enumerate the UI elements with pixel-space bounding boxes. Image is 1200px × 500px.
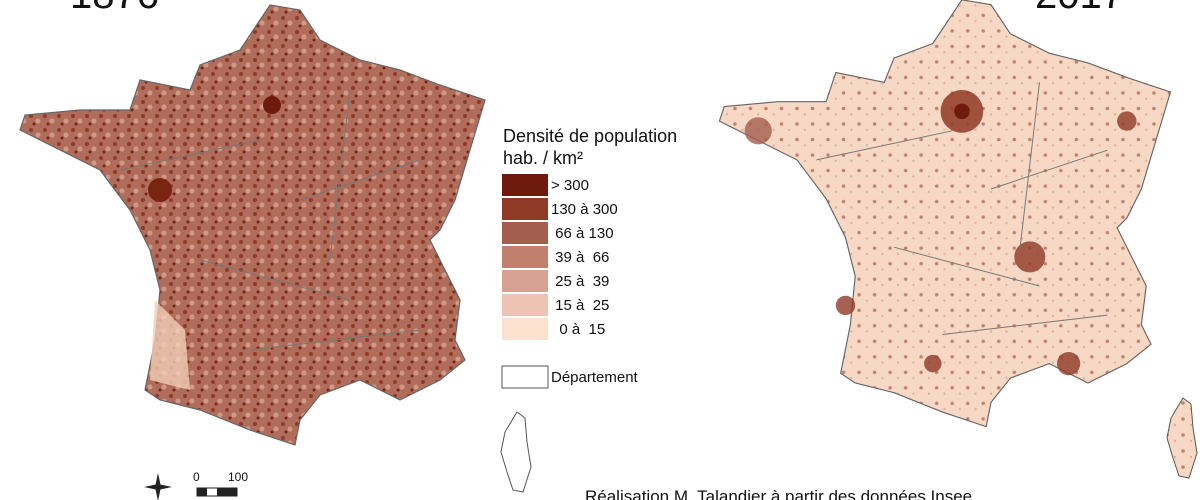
map-2017 [718, 0, 1172, 428]
scale-bar: 0 100 [193, 470, 248, 497]
map-year: 1876 [70, 0, 159, 17]
legend-label: 39 à 66 [551, 249, 609, 266]
legend-label: > 300 [551, 177, 589, 194]
legend-swatch [502, 318, 548, 340]
legend-label: 66 à 130 [551, 225, 614, 242]
map-year: 2017 [1035, 0, 1124, 17]
legend: Densité de population hab. / km² Départe… [501, 126, 677, 389]
legend-title: Densité de population [503, 126, 677, 146]
legend-label: 130 à 300 [551, 201, 618, 218]
credit: Réalisation M. Talandier à partir des do… [585, 487, 972, 500]
legend-label: 15 à 25 [551, 297, 609, 314]
legend-label: Département [551, 369, 639, 386]
legend-swatch [502, 198, 548, 220]
map-1876: 1876 [19, 0, 486, 446]
legend-swatch [502, 294, 548, 316]
corsica [500, 411, 532, 493]
legend-swatch [502, 270, 548, 292]
boundary-swatch [501, 365, 549, 389]
legend-swatch [502, 222, 548, 244]
corsica [1166, 397, 1198, 479]
legend-label: 25 à 39 [551, 273, 609, 290]
legend-swatch [502, 246, 548, 268]
legend-swatch [502, 174, 548, 196]
scale-label: 0 [193, 470, 200, 484]
legend-label: 0 à 15 [551, 321, 605, 338]
compass [144, 473, 172, 500]
scale-label: 100 [228, 470, 248, 484]
legend-unit: hab. / km² [503, 148, 583, 168]
